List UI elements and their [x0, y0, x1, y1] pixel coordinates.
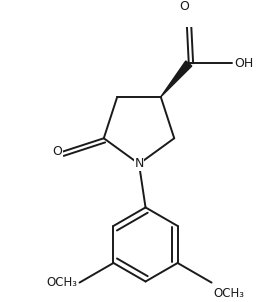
- Text: N: N: [134, 157, 144, 170]
- Text: O: O: [180, 0, 189, 13]
- Text: OH: OH: [235, 57, 254, 70]
- Text: O: O: [53, 145, 62, 158]
- Text: OCH₃: OCH₃: [214, 287, 245, 300]
- Polygon shape: [161, 61, 192, 97]
- Text: OCH₃: OCH₃: [46, 276, 77, 289]
